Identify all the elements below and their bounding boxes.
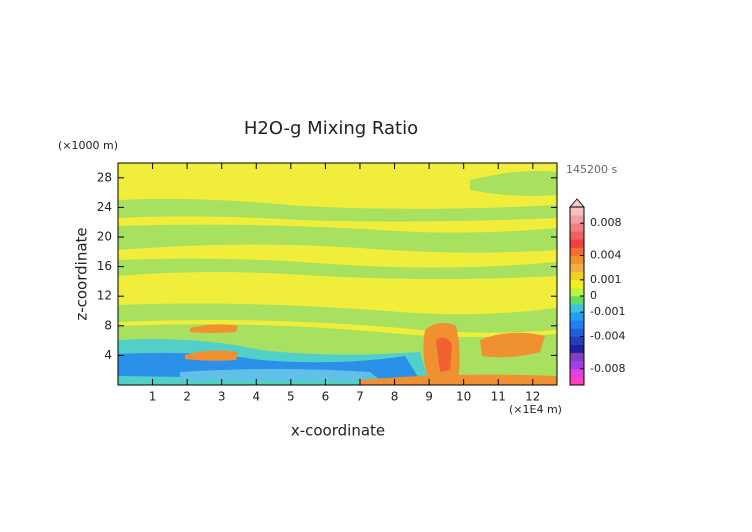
colorbar-overflow (569, 198, 585, 208)
time-label: 145200 s (566, 163, 617, 176)
colorbar-tick-label: -0.001 (590, 305, 625, 318)
colorbar-tick-label: -0.008 (590, 362, 625, 375)
x-tick-label: 11 (491, 390, 506, 404)
colorbar-band (570, 312, 584, 321)
x-tick-label: 5 (287, 390, 295, 404)
colorbar-band (570, 344, 584, 353)
colorbar-band (570, 296, 584, 305)
colorbar-band (570, 263, 584, 273)
x-tick-label: 7 (356, 390, 364, 404)
colorbar-tick-label: -0.004 (590, 329, 625, 342)
colorbar-tick-label: 0.008 (590, 216, 622, 229)
colorbar-band (570, 247, 584, 256)
y-tick-label: 24 (97, 200, 112, 214)
colorbar-band (570, 352, 584, 362)
x-tick-label: 3 (218, 390, 226, 404)
colorbar-band (570, 215, 584, 224)
colorbar-band (570, 207, 584, 216)
x-tick-label: 2 (183, 390, 191, 404)
colorbar-band (570, 376, 584, 386)
y-tick-label: 12 (97, 289, 112, 303)
colorbar-band (570, 368, 584, 378)
colorbar-band (570, 328, 584, 337)
colorbar-band (570, 320, 584, 329)
x-tick-label: 8 (391, 390, 399, 404)
chart-title: H2O-g Mixing Ratio (244, 118, 418, 139)
colorbar-band (570, 360, 584, 370)
x-tick-label: 6 (322, 390, 330, 404)
colorbar-band (570, 231, 584, 240)
y-tick-label: 4 (104, 348, 112, 362)
y-tick-label: 28 (97, 170, 112, 184)
colorbar-tick-label: 0.001 (590, 273, 622, 286)
colorbar-band (570, 255, 584, 264)
y-tick-label: 16 (97, 259, 112, 273)
x-tick-label: 4 (252, 390, 260, 404)
colorbar-band (570, 271, 584, 281)
contour-field (118, 163, 557, 385)
y-axis-label: z-coordinate (73, 227, 91, 320)
x-tick-label: 9 (425, 390, 433, 404)
x-axis-label: x-coordinate (291, 422, 385, 440)
colorbar-band (570, 336, 584, 345)
x-tick-label: 1 (149, 390, 157, 404)
y-tick-label: 20 (97, 230, 112, 244)
plot-frame (117, 162, 558, 386)
x-unit: (×1E4 m) (509, 403, 562, 416)
colorbar-tick-label: 0.004 (590, 249, 622, 262)
colorbar-tick-label: 0 (590, 289, 597, 302)
colorbar-band (570, 304, 584, 313)
colorbar-band (570, 223, 584, 232)
colorbar-band (570, 287, 584, 297)
x-tick-label: 10 (456, 390, 471, 404)
y-unit: (×1000 m) (58, 139, 118, 152)
colorbar-band (570, 279, 584, 289)
x-tick-label: 12 (525, 390, 540, 404)
colorbar-band (570, 239, 584, 248)
y-tick-label: 8 (104, 318, 112, 332)
